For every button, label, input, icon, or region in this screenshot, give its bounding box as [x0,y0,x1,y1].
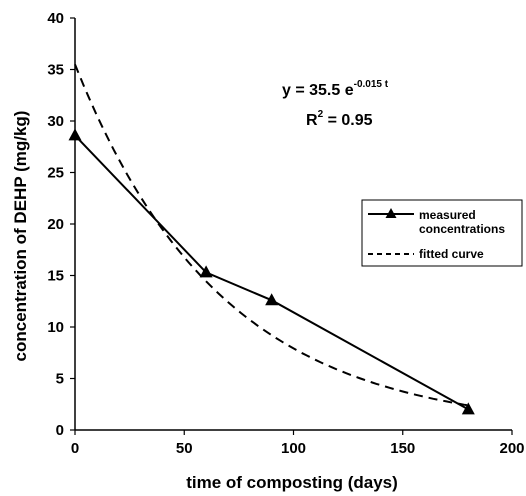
x-tick-label: 100 [281,440,306,457]
x-tick-label: 0 [71,440,79,457]
y-tick-label: 5 [56,371,64,388]
y-tick-label: 25 [47,165,64,182]
y-tick-label: 15 [47,268,64,285]
r-label: R [306,112,318,129]
legend-label-measured-line1: measured [419,208,476,222]
legend-label-measured-line2: concentrations [419,222,505,236]
equation-base: y = 35.5 e [282,82,354,99]
equation-exponent: -0.015 t [354,79,389,90]
legend-label-measured: measured concentrations [419,208,505,236]
r-exponent: 2 [318,109,324,120]
x-tick-label: 150 [390,440,415,457]
r-value: = 0.95 [323,112,372,129]
y-tick-label: 0 [56,422,64,439]
y-tick-label: 35 [47,62,64,79]
series-line-fitted [74,64,469,407]
legend-marker-measured [385,208,397,218]
r-squared-text: R2 = 0.95 [306,109,373,129]
y-tick-label: 40 [47,10,64,27]
series-line-measured [74,134,469,411]
tick-labels: 0 50 100 150 200 0 5 10 15 20 25 30 35 40 [47,10,524,457]
y-tick-label: 10 [47,319,64,336]
x-tick-label: 200 [499,440,524,457]
data-point-marker [68,128,82,141]
x-tick-label: 50 [176,440,193,457]
data-point-marker [461,402,475,415]
y-tick-label: 30 [47,113,64,130]
y-tick-label: 20 [47,216,64,233]
equation-text: y = 35.5 e-0.015 t [282,79,389,99]
y-axis-title: concentration of DEHP (mg/kg) [11,111,30,362]
data-point-marker [199,265,213,278]
equation-annotation: y = 35.5 e-0.015 t R2 = 0.95 [282,79,389,129]
x-axis-title: time of composting (days) [186,473,398,492]
legend: measured concentrations fitted curve [361,199,523,267]
series [68,64,475,415]
legend-label-fitted: fitted curve [419,247,484,261]
data-point-marker [265,293,279,306]
